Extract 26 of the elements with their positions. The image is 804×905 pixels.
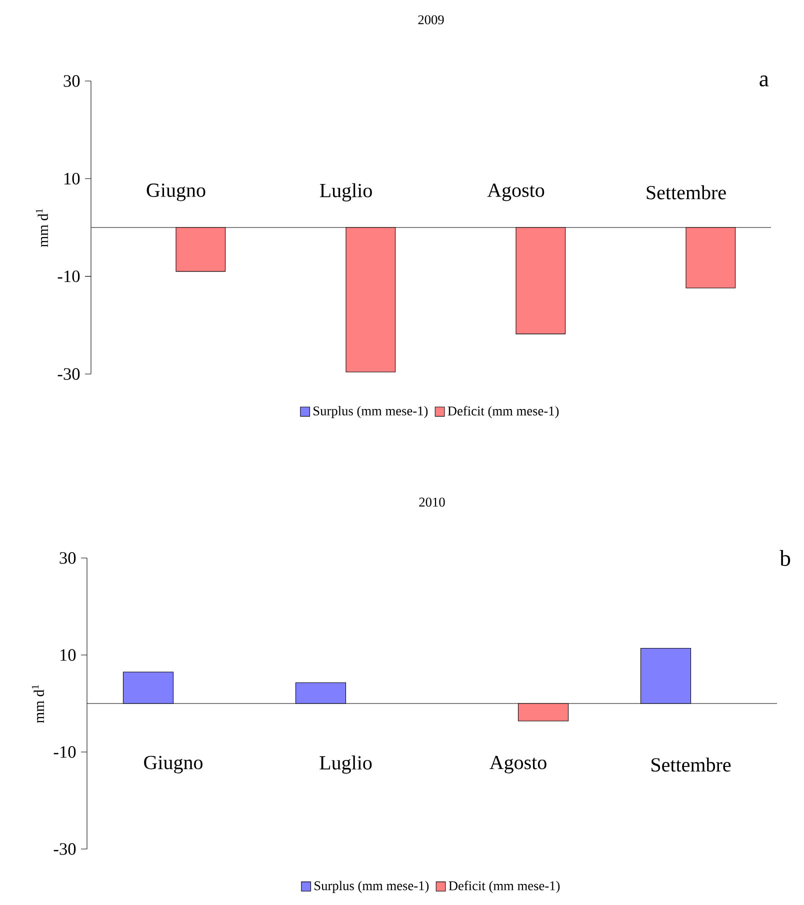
y-axis-title: mm d$^{1}$ <box>32 684 44 723</box>
chart-title: 2010 <box>419 498 445 507</box>
legend-label: Deficit (mm mese-1) <box>448 880 560 894</box>
y-tick-label: -30 <box>58 368 80 380</box>
legend-label: Surplus (mm mese-1) <box>314 406 428 418</box>
x-tick-label: Settembre <box>652 758 731 772</box>
annotation: a <box>760 76 769 86</box>
y-tick-label: -10 <box>58 270 80 282</box>
x-tick-label: Agosto <box>490 756 546 774</box>
x-tick-label: Agosto <box>487 184 544 202</box>
x-tick-label: Giugno <box>144 756 202 774</box>
chart-title: 2009 <box>418 15 444 24</box>
y-tick-label: -10 <box>54 746 76 758</box>
y-tick-label: 30 <box>64 75 80 87</box>
y-tick-label: 10 <box>60 649 76 661</box>
y-tick-label: -30 <box>54 843 76 855</box>
x-tick-label: Luglio <box>320 183 372 202</box>
text: b <box>780 550 790 566</box>
y-tick-label: 30 <box>60 552 76 564</box>
x-tick-label: Giugno <box>146 184 206 202</box>
y-tick-label: 10 <box>64 172 80 185</box>
y-axis-title: mm d$^{1}$ <box>36 208 48 247</box>
x-tick-label: Settembre <box>646 185 726 200</box>
legend-label: Deficit (mm mese-1) <box>448 406 559 418</box>
legend-label: Surplus (mm mese-1) <box>314 880 429 893</box>
x-tick-label: Luglio <box>320 756 372 774</box>
